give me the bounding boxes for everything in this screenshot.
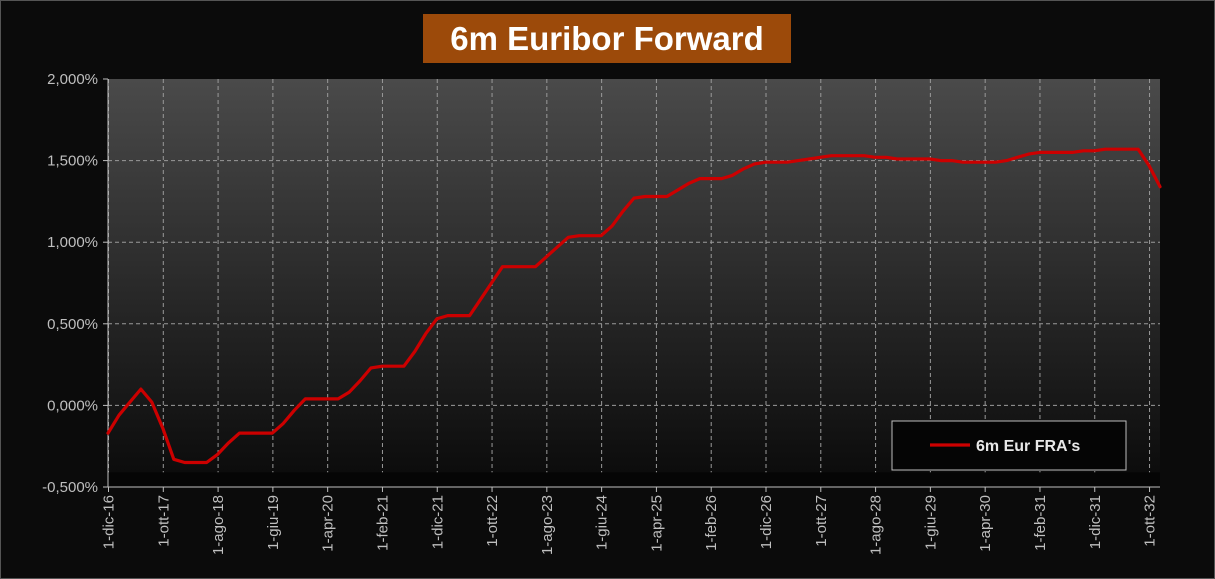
x-tick-label: 1-giu-24 <box>594 495 611 550</box>
x-tick-label: 1-feb-31 <box>1032 495 1049 551</box>
series-layer <box>106 147 1162 465</box>
x-tick-label: 1-dic-31 <box>1087 495 1104 549</box>
x-tick-label: 1-feb-21 <box>374 495 391 551</box>
x-tick-label: 1-giu-29 <box>922 495 939 550</box>
x-tick-label: 1-ott-22 <box>484 495 501 547</box>
legend: 6m Eur FRA's <box>891 420 1127 471</box>
x-tick-label: 1-ott-17 <box>155 495 172 547</box>
y-tick-label: 1,500% <box>47 153 98 170</box>
x-tick-label: 1-giu-19 <box>265 495 282 550</box>
x-tick-label: 1-dic-16 <box>101 495 118 549</box>
x-tick-label: 1-ago-23 <box>539 495 556 555</box>
legend-label: 6m Eur FRA's <box>976 438 1080 455</box>
x-tick-label: 1-dic-26 <box>758 495 775 549</box>
y-tick-label: 1,000% <box>47 234 98 251</box>
y-tick-label: 2,000% <box>47 71 98 88</box>
x-tick-label: 1-ago-28 <box>868 495 885 555</box>
chart-title-box: 6m Euribor Forward <box>423 14 791 63</box>
y-tick-label: 0,500% <box>47 316 98 333</box>
chart-title: 6m Euribor Forward <box>450 19 764 57</box>
x-tick-label: 1-apr-20 <box>320 495 337 552</box>
x-tick-label: 1-dic-21 <box>429 495 446 549</box>
x-tick-label: 1-ott-32 <box>1142 495 1159 547</box>
series-line <box>106 147 1162 465</box>
x-tick-label: 1-feb-26 <box>703 495 720 551</box>
y-tick-label: 0,000% <box>47 397 98 414</box>
axes: 2,000%1,500%1,000%0,500%0,000%-0,500%1-d… <box>42 71 1160 555</box>
x-tick-label: 1-ott-27 <box>813 495 830 547</box>
x-tick-label: 1-apr-25 <box>648 495 665 552</box>
plot-floor-band <box>108 472 1160 487</box>
y-tick-label: -0,500% <box>42 479 98 496</box>
x-tick-label: 1-ago-18 <box>210 495 227 555</box>
x-tick-label: 1-apr-30 <box>977 495 994 552</box>
